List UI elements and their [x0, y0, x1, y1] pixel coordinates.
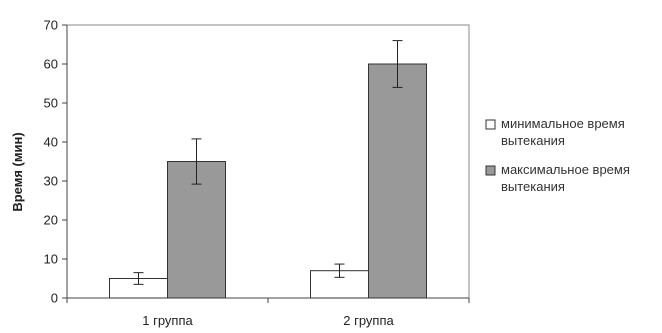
legend-label: вытекания: [501, 133, 565, 148]
bar: [310, 270, 369, 299]
bar: [368, 63, 427, 299]
legend-label: минимальное время: [501, 116, 625, 131]
y-axis: 0 10 20 30 40 50 60 70: [44, 18, 68, 306]
y-tick-label: 40: [44, 135, 58, 150]
legend-label: вытекания: [501, 179, 565, 194]
legend-swatch: [485, 119, 496, 130]
legend-swatch: [485, 165, 496, 176]
legend: минимальное время вытекания максимальное в…: [485, 116, 630, 194]
y-axis-label: Время (мин): [10, 132, 25, 211]
bars: [109, 40, 427, 299]
x-tick-label: 1 группа: [142, 313, 193, 328]
y-tick-label: 30: [44, 174, 58, 189]
y-tick-label: 20: [44, 213, 58, 228]
x-axis: 1 группа 2 группа: [66, 297, 470, 328]
y-tick-label: 0: [51, 291, 58, 306]
y-tick-label: 50: [44, 96, 58, 111]
y-tick-label: 60: [44, 57, 58, 72]
legend-label: максимальное время: [501, 162, 630, 177]
y-tick-label: 10: [44, 252, 58, 267]
x-tick-label: 2 группа: [343, 313, 394, 328]
y-tick-label: 70: [44, 18, 58, 33]
